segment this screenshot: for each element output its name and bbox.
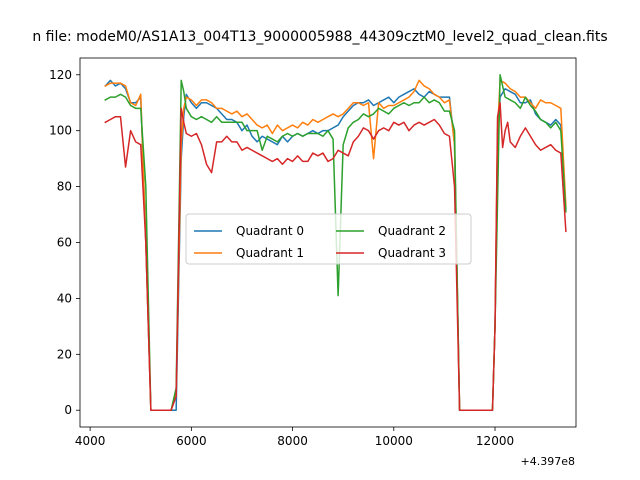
plot-area: 4000 6000 8000 10000 12000 0 20 40 60 80 100 120 Qua… [49, 57, 577, 448]
x-tick-label: 12000 [476, 434, 514, 448]
y-tick-label: 40 [57, 291, 72, 305]
y-tick-label: 20 [57, 347, 72, 361]
y-tick-label: 60 [57, 236, 72, 250]
y-tick-label: 80 [57, 180, 72, 194]
series-line-quadrant-3 [104, 101, 567, 411]
chart-title: n file: modeM0/AS1A13_004T13_9000005988_… [32, 29, 607, 45]
x-axis-offset-label: +4.397e8 [521, 455, 575, 468]
series-group [104, 74, 567, 411]
legend: Quadrant 0 Quadrant 1 Quadrant 2 Quadrant 3 [185, 213, 472, 265]
x-tick-label: 6000 [176, 434, 207, 448]
y-tick-label: 100 [49, 124, 72, 138]
y-tick-label: 120 [49, 68, 72, 82]
legend-label-quadrant-1: Quadrant 1 [236, 246, 304, 260]
legend-box [185, 213, 472, 265]
legend-label-quadrant-0: Quadrant 0 [236, 224, 304, 238]
x-tick-label: 4000 [75, 434, 106, 448]
legend-label-quadrant-3: Quadrant 3 [378, 246, 446, 260]
legend-label-quadrant-2: Quadrant 2 [378, 224, 446, 238]
y-tick-label: 0 [64, 403, 72, 417]
x-tick-label: 8000 [277, 434, 308, 448]
x-tick-label: 10000 [375, 434, 413, 448]
